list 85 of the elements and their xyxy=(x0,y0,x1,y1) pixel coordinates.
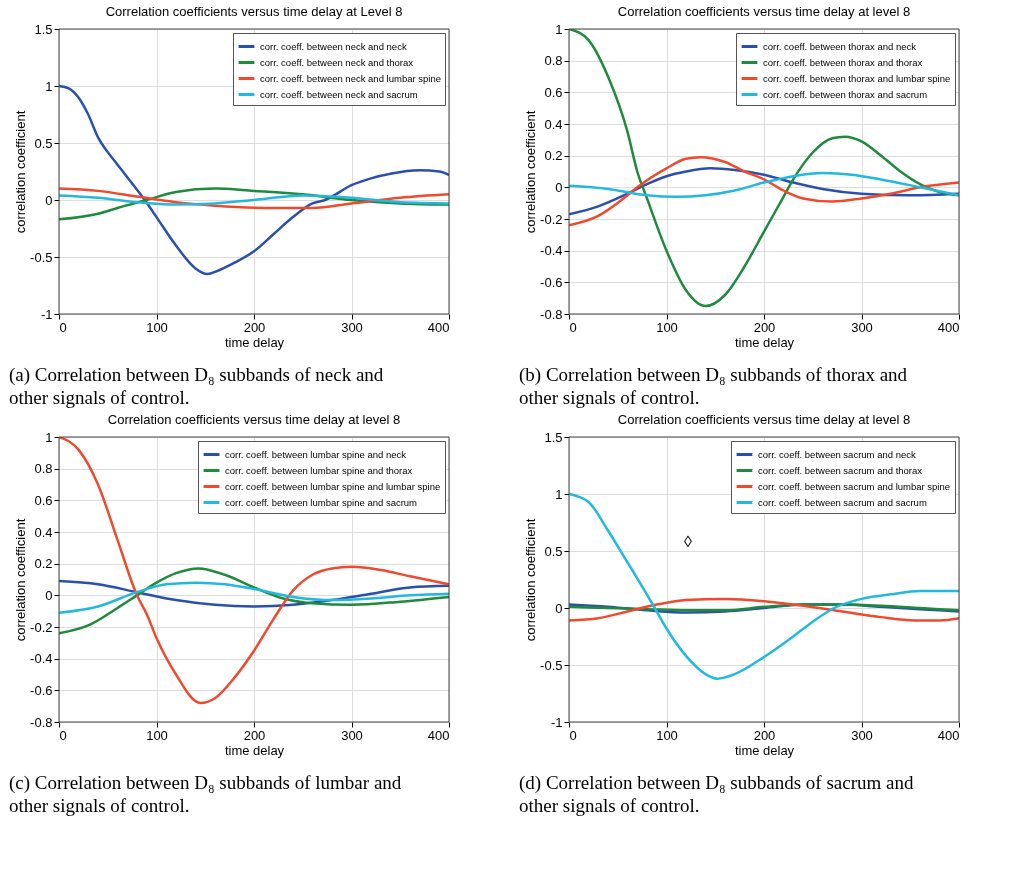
y-tick-label: 0 xyxy=(555,600,563,616)
y-axis-title: correlation coefficient xyxy=(13,518,29,642)
y-tick-label: -0.5 xyxy=(30,249,53,265)
x-tick-label: 100 xyxy=(656,319,678,335)
y-tick-label: 0.4 xyxy=(34,524,53,540)
x-tick-label: 400 xyxy=(427,319,450,335)
x-axis-title: time delay xyxy=(224,334,285,350)
legend-label: corr. coeff. between sacrum and neck xyxy=(758,448,916,460)
x-tick-label: 200 xyxy=(243,727,266,743)
annotation: ◊ xyxy=(684,533,692,551)
y-tick-label: -0.8 xyxy=(30,714,53,730)
x-tick-label: 300 xyxy=(341,727,363,743)
x-tick-label: 400 xyxy=(937,727,960,743)
y-axis-title: correlation coefficient xyxy=(523,518,539,642)
y-tick-label: -0.5 xyxy=(540,657,563,673)
x-tick-label: 0 xyxy=(569,319,577,335)
chart-title: Correlation coefficients versus time delay at level 8 xyxy=(107,412,401,427)
y-tick-label: 1 xyxy=(45,429,53,445)
legend-label: corr. coeff. between sacrum and lumbar spine xyxy=(758,480,951,492)
y-tick-label: 0.8 xyxy=(34,461,53,477)
legend-label: corr. coeff. between sacrum and sacrum xyxy=(758,496,927,508)
text: (b) Correlation between D₈ subbands of thorax and other signals of control. xyxy=(519,364,908,408)
y-tick-label: -1 xyxy=(550,714,563,730)
y-tick-label: 0 xyxy=(45,192,53,208)
y-tick-label: -1 xyxy=(40,306,53,322)
text: (a) Correlation between D₈ subbands of neck and other signals of control. xyxy=(9,364,384,408)
y-tick-label: 1 xyxy=(45,78,53,94)
legend-label: corr. coeff. between lumbar spine and thorax xyxy=(225,464,413,476)
y-tick-label: 0.2 xyxy=(544,148,563,164)
y-tick-label: -0.4 xyxy=(540,243,563,259)
chart-title: Correlation coefficients versus time delay at level 8 xyxy=(617,412,911,427)
x-tick-label: 400 xyxy=(937,319,960,335)
y-tick-label: 0 xyxy=(555,179,563,195)
y-tick-label: 0.4 xyxy=(544,116,563,132)
y-tick-label: 0.2 xyxy=(34,556,53,572)
y-axis-title: correlation coefficient xyxy=(523,110,539,234)
y-tick-label: 0 xyxy=(45,587,53,603)
text: (c) Correlation between D₈ subbands of lumbar and other signals of control. xyxy=(9,772,402,816)
y-axis-title: correlation coefficient xyxy=(13,110,29,234)
y-tick-label: -0.4 xyxy=(30,651,53,667)
legend-label: corr. coeff. between lumbar spine and lumbar spine xyxy=(225,480,441,492)
legend-label: corr. coeff. between thorax and lumbar spine xyxy=(763,72,951,84)
y-tick-label: 1 xyxy=(555,486,563,502)
x-tick-label: 0 xyxy=(569,727,577,743)
y-tick-label: 1.5 xyxy=(544,429,563,445)
y-tick-label: 1.5 xyxy=(34,21,53,37)
x-tick-label: 200 xyxy=(243,319,266,335)
x-axis-title: time delay xyxy=(224,742,285,758)
legend-label: corr. coeff. between sacrum and thorax xyxy=(758,464,923,476)
x-tick-label: 0 xyxy=(59,727,67,743)
y-tick-label: 0.8 xyxy=(544,53,563,69)
x-axis-title: time delay xyxy=(734,334,795,350)
text: (d) Correlation between D₈ subbands of sacrum and other signals of control. xyxy=(519,772,914,816)
y-tick-label: -0.6 xyxy=(540,274,563,290)
y-tick-label: 0.5 xyxy=(544,543,563,559)
x-tick-label: 300 xyxy=(851,727,873,743)
legend-label: corr. coeff. between neck and lumbar spine xyxy=(260,72,441,84)
y-tick-label: -0.6 xyxy=(30,682,53,698)
legend-label: corr. coeff. between lumbar spine and neck xyxy=(225,448,407,460)
x-tick-label: 0 xyxy=(59,319,67,335)
y-tick-label: 0.6 xyxy=(34,492,53,508)
x-tick-label: 300 xyxy=(341,319,363,335)
x-tick-label: 100 xyxy=(146,319,168,335)
legend-label: corr. coeff. between neck and neck xyxy=(260,40,407,52)
chart-title: Correlation coefficients versus time delay at level 8 xyxy=(617,4,911,19)
chart-title: Correlation coefficients versus time delay at Level 8 xyxy=(105,4,403,19)
x-tick-label: 300 xyxy=(851,319,873,335)
legend-label: corr. coeff. between thorax and neck xyxy=(763,40,917,52)
y-tick-label: -0.2 xyxy=(30,619,53,635)
x-tick-label: 200 xyxy=(753,727,776,743)
x-tick-label: 200 xyxy=(753,319,776,335)
legend-label: corr. coeff. between thorax and thorax xyxy=(763,56,923,68)
legend-label: corr. coeff. between neck and thorax xyxy=(260,56,414,68)
x-tick-label: 400 xyxy=(427,727,450,743)
legend-label: corr. coeff. between lumbar spine and sacrum xyxy=(225,496,418,508)
y-tick-label: -0.8 xyxy=(540,306,563,322)
x-axis-title: time delay xyxy=(734,742,795,758)
y-tick-label: 1 xyxy=(555,21,563,37)
y-tick-label: -0.2 xyxy=(540,211,563,227)
legend-label: corr. coeff. between neck and sacrum xyxy=(260,88,418,100)
y-tick-label: 0.5 xyxy=(34,135,53,151)
x-tick-label: 100 xyxy=(656,727,678,743)
x-tick-label: 100 xyxy=(146,727,168,743)
legend-label: corr. coeff. between thorax and sacrum xyxy=(763,88,928,100)
y-tick-label: 0.6 xyxy=(544,84,563,100)
